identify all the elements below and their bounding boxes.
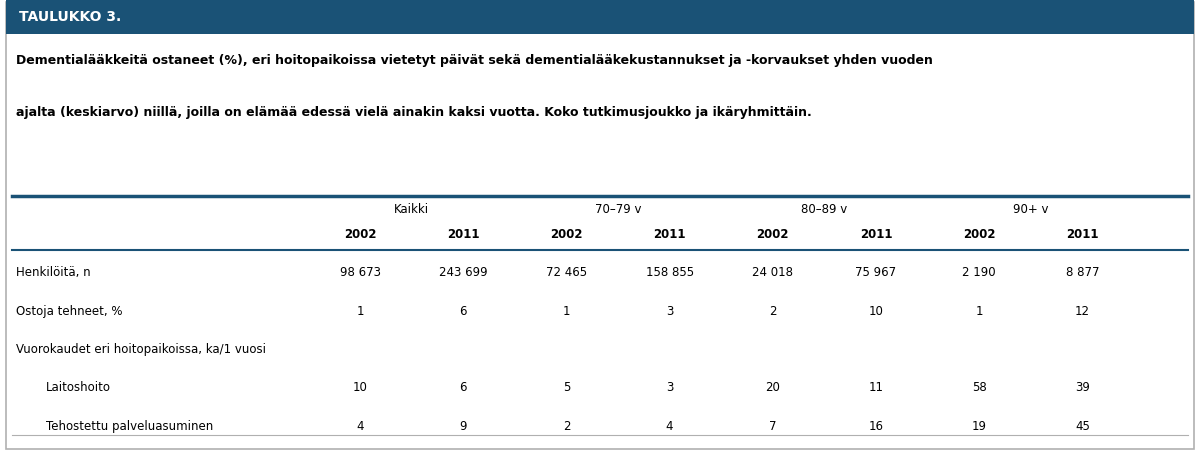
Text: 90+ v: 90+ v	[1013, 203, 1049, 216]
Text: 7: 7	[769, 420, 776, 433]
Text: Henkilöitä, n: Henkilöitä, n	[16, 267, 90, 279]
Text: Vuorokaudet eri hoitopaikoissa, ka/1 vuosi: Vuorokaudet eri hoitopaikoissa, ka/1 vuo…	[16, 343, 265, 356]
Text: 6: 6	[460, 382, 467, 394]
Text: 5: 5	[563, 382, 570, 394]
Text: 2011: 2011	[446, 228, 480, 241]
Text: 2002: 2002	[550, 228, 583, 241]
Text: 3: 3	[666, 305, 673, 318]
Text: 1: 1	[356, 305, 364, 318]
Text: 10: 10	[353, 382, 367, 394]
Text: 2002: 2002	[962, 228, 996, 241]
Text: 2011: 2011	[859, 228, 893, 241]
Text: 39: 39	[1075, 382, 1090, 394]
Text: ajalta (keskiarvo) niillä, joilla on elämää edessä vielä ainakin kaksi vuotta. K: ajalta (keskiarvo) niillä, joilla on elä…	[16, 106, 811, 119]
Text: 2011: 2011	[653, 228, 686, 241]
Text: Ostoja tehneet, %: Ostoja tehneet, %	[16, 305, 122, 318]
Text: 2: 2	[769, 305, 776, 318]
Text: 70–79 v: 70–79 v	[595, 203, 641, 216]
Text: 2011: 2011	[1066, 228, 1099, 241]
Text: 20: 20	[766, 382, 780, 394]
Text: 4: 4	[666, 420, 673, 433]
Text: 9: 9	[460, 420, 467, 433]
Text: 4: 4	[356, 420, 364, 433]
Text: 11: 11	[869, 382, 883, 394]
Text: 158 855: 158 855	[646, 267, 694, 279]
Text: Dementialääkkeitä ostaneet (%), eri hoitopaikoissa vietetyt päivät sekä dementia: Dementialääkkeitä ostaneet (%), eri hoit…	[16, 54, 932, 67]
Text: 1: 1	[976, 305, 983, 318]
Text: 2002: 2002	[756, 228, 790, 241]
Text: 6: 6	[460, 305, 467, 318]
Text: 19: 19	[972, 420, 986, 433]
Text: 2002: 2002	[343, 228, 377, 241]
Text: 8 877: 8 877	[1066, 267, 1099, 279]
Text: 16: 16	[869, 420, 883, 433]
Text: 243 699: 243 699	[439, 267, 487, 279]
Text: 12: 12	[1075, 305, 1090, 318]
Text: 98 673: 98 673	[340, 267, 380, 279]
Text: 24 018: 24 018	[752, 267, 793, 279]
Text: 75 967: 75 967	[856, 267, 896, 279]
Text: Kaikki: Kaikki	[394, 203, 430, 216]
Text: 72 465: 72 465	[546, 267, 587, 279]
Text: TAULUKKO 3.: TAULUKKO 3.	[19, 10, 121, 24]
Text: Tehostettu palveluasuminen: Tehostettu palveluasuminen	[46, 420, 212, 433]
Text: 80–89 v: 80–89 v	[802, 203, 847, 216]
Text: Laitoshoito: Laitoshoito	[46, 382, 110, 394]
Text: 1: 1	[563, 305, 570, 318]
Text: 58: 58	[972, 382, 986, 394]
Text: 10: 10	[869, 305, 883, 318]
Text: 45: 45	[1075, 420, 1090, 433]
Text: 2: 2	[563, 420, 570, 433]
Text: 2 190: 2 190	[962, 267, 996, 279]
Text: 3: 3	[666, 382, 673, 394]
